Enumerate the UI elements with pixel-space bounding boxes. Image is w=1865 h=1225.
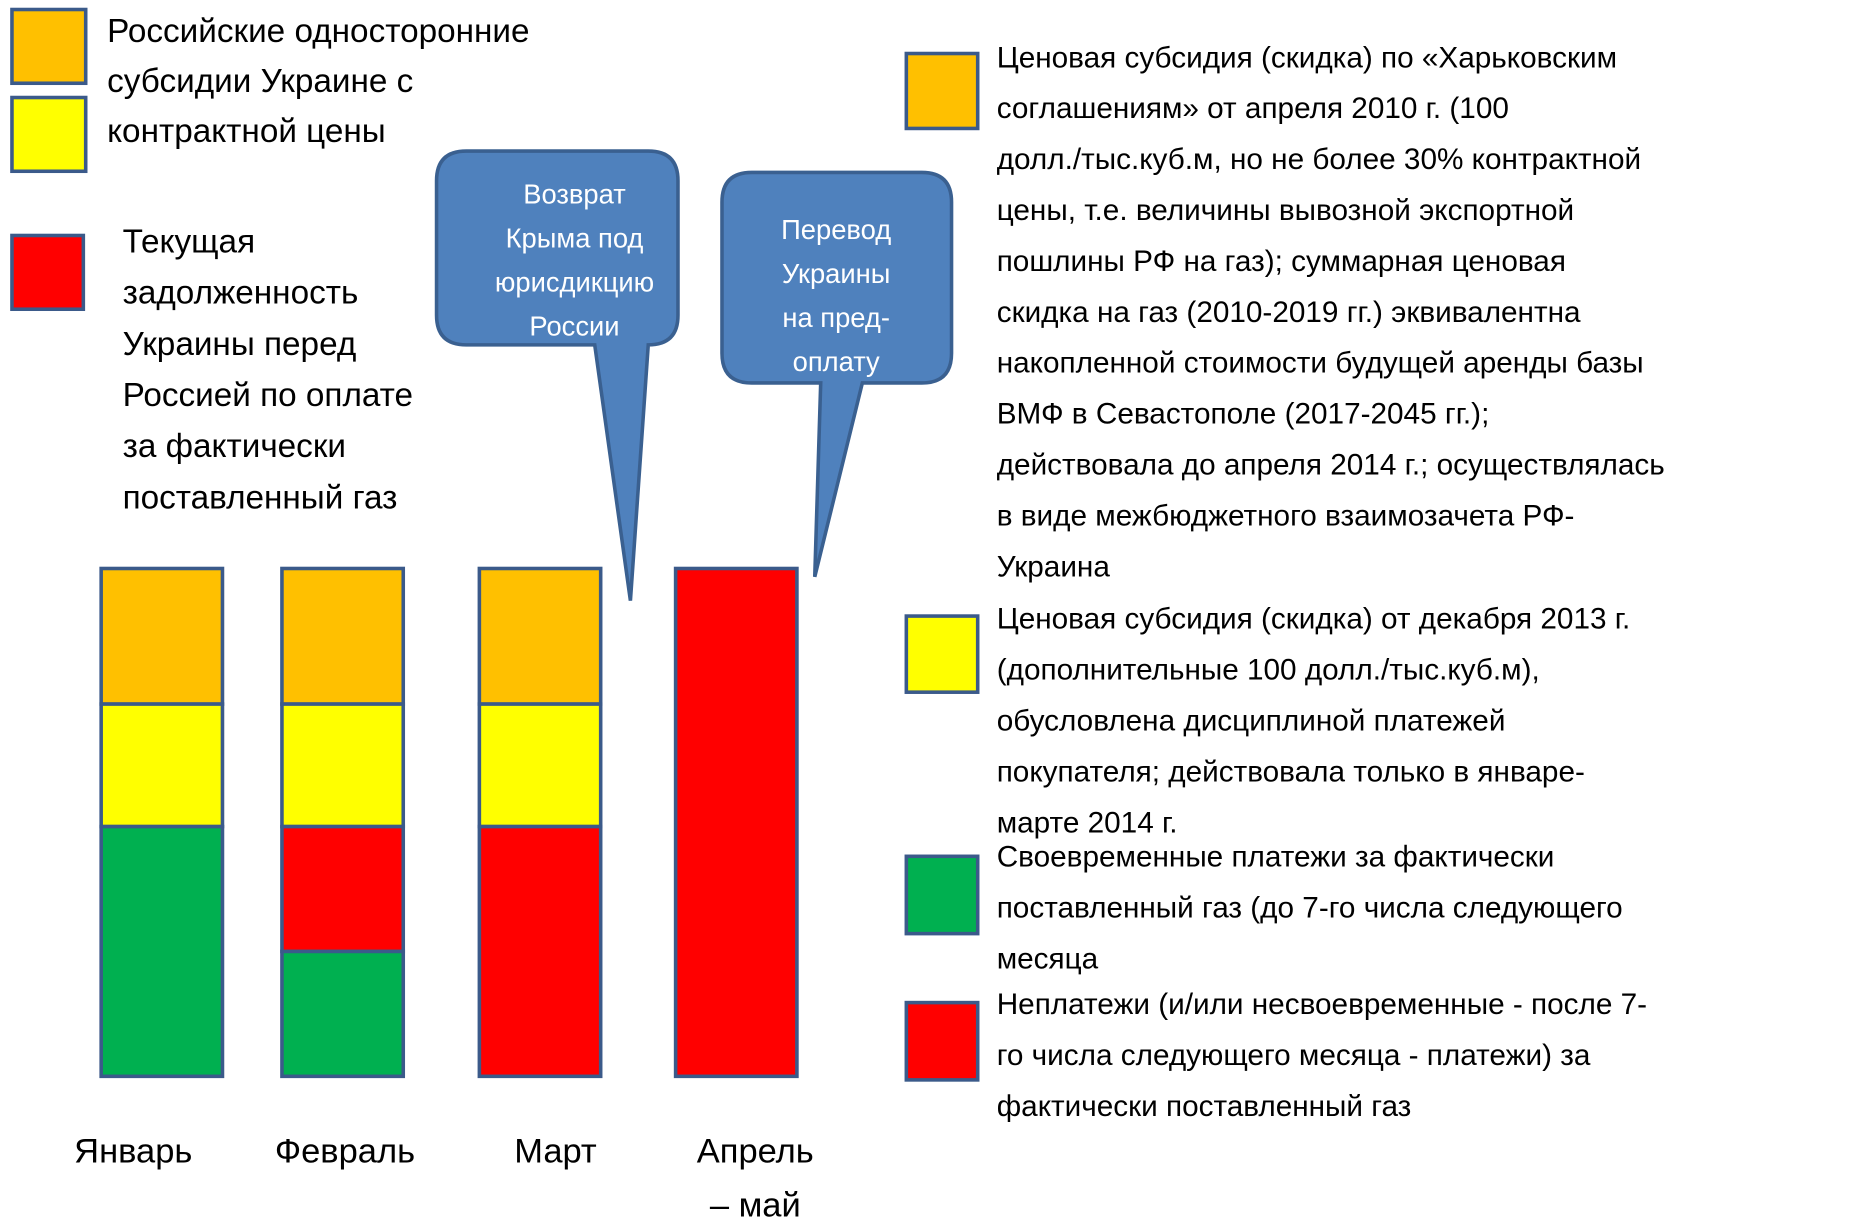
segment (477, 824, 603, 1079)
callout-text: Крыма под (506, 222, 644, 253)
legend-text: долл./тыс.куб.м, но не более 30% контрак… (997, 143, 1641, 176)
legend-swatch-red (904, 1000, 980, 1082)
legend-text: поставленный газ (до 7-го числа следующе… (997, 891, 1623, 924)
legend-text: за фактически (123, 428, 346, 465)
legend-text: обусловлена дисциплиной платежей (997, 704, 1506, 737)
segment (673, 566, 799, 1079)
legend-text: Ценовая субсидия (скидка) по «Харьковски… (997, 41, 1617, 74)
segment (99, 824, 225, 1079)
legend-text: поставленный газ (123, 479, 398, 516)
segment (99, 566, 225, 706)
legend-text: цены, т.е. величины вывозной экспортной (997, 194, 1574, 227)
callout-text: Перевод (781, 214, 891, 245)
month-label: Март (514, 1133, 597, 1171)
legend-text: в виде межбюджетного взаимозачета РФ- (997, 499, 1575, 532)
callout-text: на пред- (782, 302, 890, 333)
legend-text: Своевременные платежи за фактически (997, 841, 1555, 874)
legend-text: Украины перед (123, 326, 357, 363)
segment (477, 702, 603, 829)
month-label: – май (710, 1186, 801, 1224)
callout-text: юрисдикцию (495, 266, 654, 297)
legend-text: ВМФ в Севастополе (2017-2045 гг.); (997, 398, 1490, 431)
legend-swatch-orange (10, 7, 88, 86)
legend-text: Российские односторонние (107, 13, 529, 50)
callout-text: Украины (782, 258, 891, 289)
callout-prepay (720, 170, 954, 578)
month-label: Январь (74, 1133, 192, 1171)
legend-text: марте 2014 г. (997, 806, 1178, 839)
segment (99, 702, 225, 829)
legend-swatch-orange (904, 51, 980, 131)
month-label: Февраль (275, 1133, 415, 1171)
legend-text: субсидии Украине с (107, 63, 413, 100)
segment (280, 702, 406, 829)
legend-text: Украина (997, 550, 1111, 583)
legend-swatch-red (10, 233, 86, 312)
legend-swatch-yellow (10, 95, 88, 174)
legend-text: Текущая (123, 224, 256, 261)
segment (280, 949, 406, 1079)
callout-text: Возврат (523, 178, 626, 209)
legend-text: Ценовая субсидия (скидка) от декабря 201… (997, 603, 1631, 636)
segment (280, 824, 406, 954)
legend-text: контрактной цены (107, 113, 386, 150)
segment (280, 566, 406, 706)
legend-text: накопленной стоимости будущей аренды баз… (997, 347, 1644, 380)
callout-crimea (434, 149, 680, 601)
bars (99, 566, 799, 1079)
legend-swatch-yellow (904, 614, 980, 694)
legend-text: действовала до апреля 2014 г.; осуществл… (997, 449, 1665, 482)
legend-text: пошлины РФ на газ); суммарная ценовая (997, 245, 1566, 278)
month-label: Апрель (697, 1133, 814, 1171)
segment (477, 566, 603, 706)
legend-text: (дополнительные 100 долл./тыс.куб.м), (997, 654, 1540, 687)
legend-text: фактически поставленный газ (997, 1090, 1412, 1123)
legend-text: месяца (997, 942, 1099, 975)
legend-swatch-green (904, 854, 980, 936)
callout-text: России (529, 310, 619, 341)
legend-text: Неплатежи (и/или несвоевременные - после… (997, 988, 1647, 1021)
legend-text: скидка на газ (2010-2019 гг.) эквивалент… (997, 296, 1581, 329)
legend-text: покупателя; действовала только в январе- (997, 755, 1585, 788)
legend-text: го числа следующего месяца - платежи) за (997, 1039, 1591, 1072)
legend-text: соглашениям» от апреля 2010 г. (100 (997, 92, 1509, 125)
legend-text: Россией по оплате (123, 377, 414, 414)
callout-text: оплату (793, 346, 880, 377)
legend-text: задолженность (123, 275, 359, 312)
